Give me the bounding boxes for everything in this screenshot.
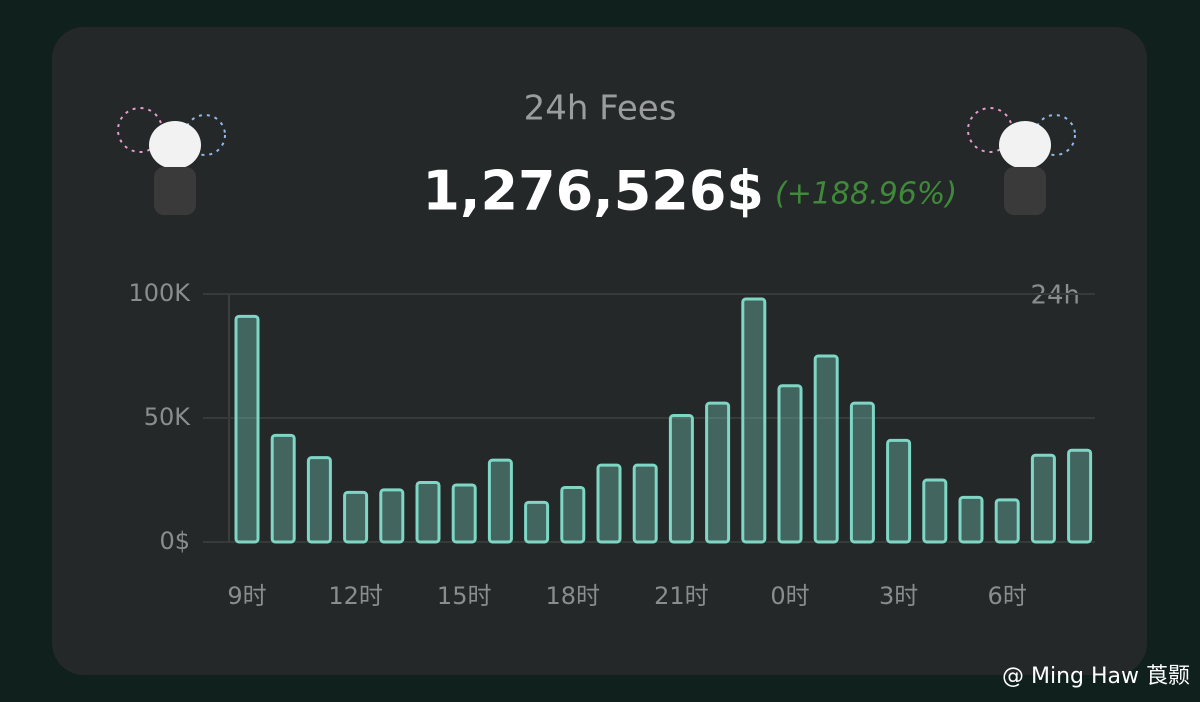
bar bbox=[958, 495, 984, 544]
mascot-right bbox=[967, 107, 1076, 215]
x-tick-label: 0时 bbox=[770, 582, 809, 610]
bar bbox=[994, 498, 1020, 544]
x-tick-label: 9时 bbox=[227, 582, 266, 610]
change-percent: (+188.96%) bbox=[775, 177, 957, 212]
bar bbox=[886, 438, 912, 544]
y-tick-label: 0$ bbox=[159, 527, 190, 555]
bar bbox=[1067, 448, 1093, 544]
x-tick-label: 3时 bbox=[879, 582, 918, 610]
chart-title: 24h Fees bbox=[524, 89, 677, 129]
bar bbox=[415, 480, 441, 544]
bar bbox=[487, 458, 513, 544]
bar bbox=[451, 483, 477, 544]
bar bbox=[705, 401, 731, 544]
bar bbox=[668, 414, 694, 544]
bar bbox=[560, 485, 586, 544]
x-tick-label: 21时 bbox=[654, 582, 709, 610]
x-tick-label: 15时 bbox=[437, 582, 492, 610]
bar bbox=[379, 488, 405, 544]
watermark: @ Ming Haw 莨颢 bbox=[1002, 664, 1190, 689]
x-tick-label: 6时 bbox=[988, 582, 1027, 610]
bar bbox=[777, 384, 803, 544]
total-fees: 1,276,526$ bbox=[422, 160, 764, 223]
y-tick-label: 50K bbox=[144, 403, 192, 431]
bar bbox=[632, 463, 658, 544]
range-label: 24h bbox=[1030, 281, 1080, 311]
y-tick-label: 100K bbox=[128, 279, 191, 307]
bar bbox=[234, 314, 260, 544]
bar bbox=[1030, 453, 1056, 544]
x-tick-label: 18时 bbox=[546, 582, 601, 610]
mascot-left bbox=[117, 107, 226, 215]
bar bbox=[596, 463, 622, 544]
x-tick-label: 12时 bbox=[328, 582, 383, 610]
bar bbox=[741, 297, 767, 544]
bar bbox=[343, 490, 369, 544]
bar bbox=[849, 401, 875, 544]
bar bbox=[270, 433, 296, 544]
bar bbox=[922, 478, 948, 544]
bar bbox=[306, 456, 332, 544]
bar bbox=[813, 354, 839, 544]
bar bbox=[524, 500, 550, 544]
